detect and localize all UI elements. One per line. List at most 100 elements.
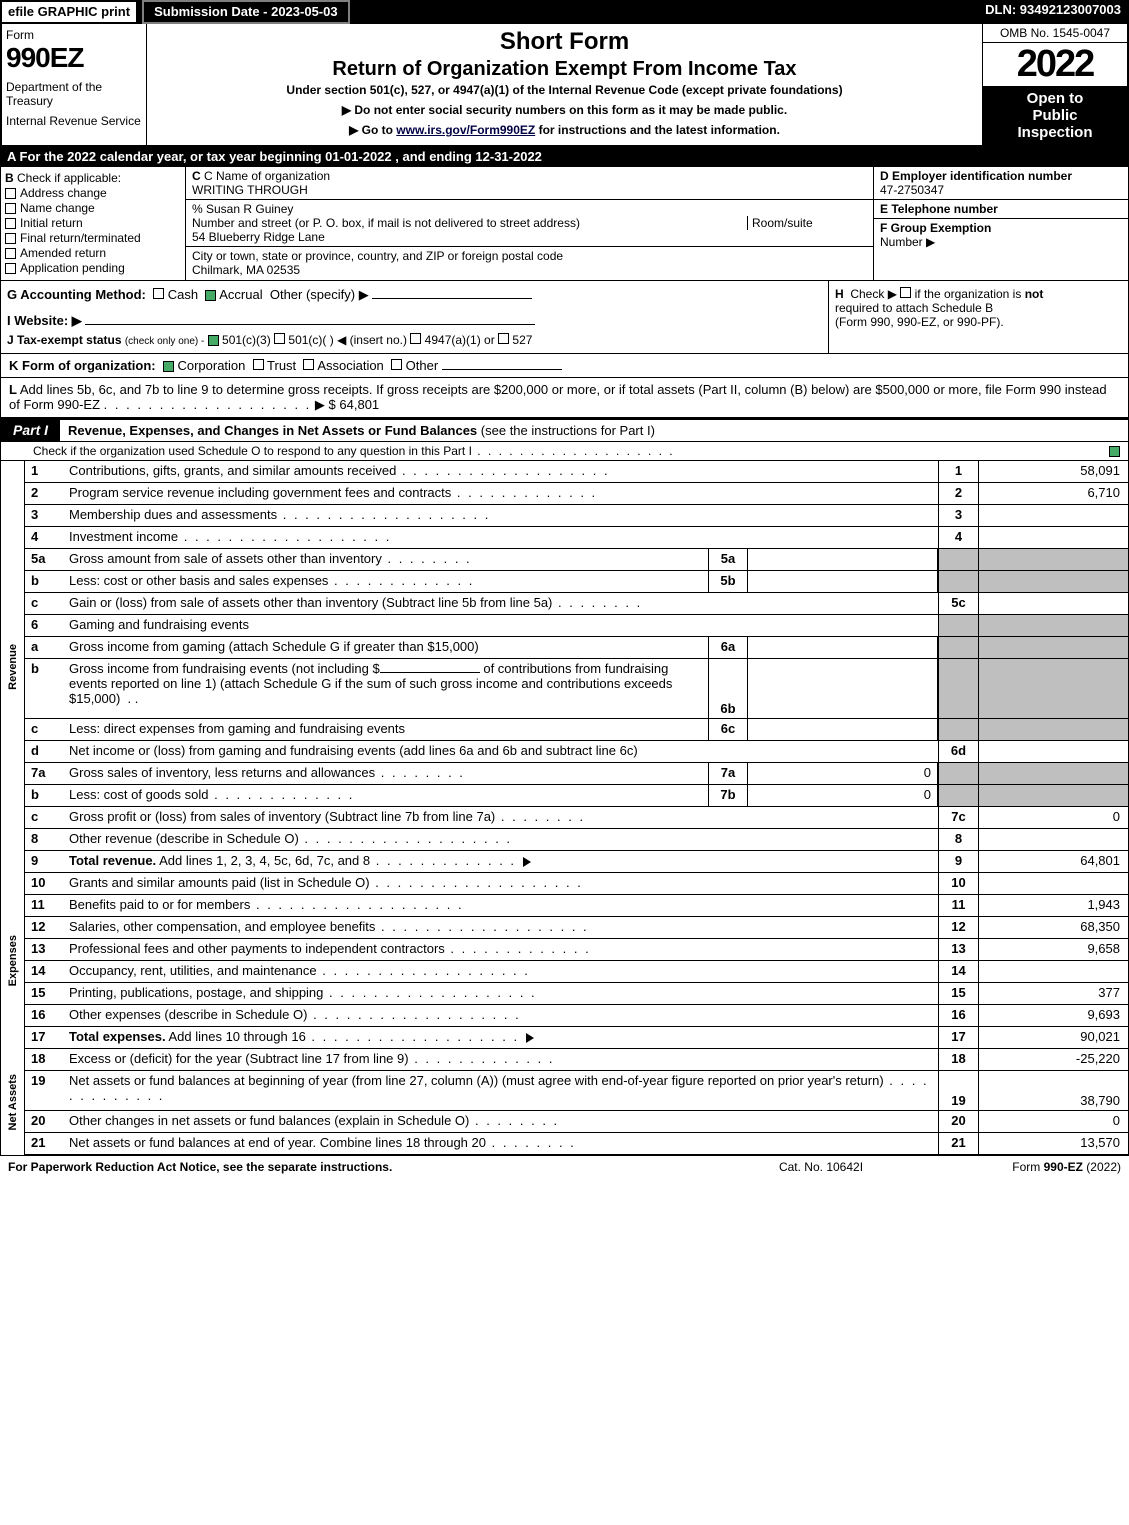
line-5a-num: 5a — [25, 549, 65, 570]
line-11-val: 1,943 — [978, 895, 1128, 916]
chk-4947[interactable] — [410, 333, 421, 344]
revenue-section: Revenue 1Contributions, gifts, grants, a… — [0, 461, 1129, 873]
block-bcdef: B Check if applicable: Address change Na… — [0, 167, 1129, 281]
line-6c-sv — [748, 719, 938, 740]
chk-amended-return[interactable] — [5, 248, 16, 259]
line-6-desc: Gaming and fundraising events — [65, 615, 938, 636]
expenses-section: Expenses 10Grants and similar amounts pa… — [0, 873, 1129, 1049]
chk-cash[interactable] — [153, 288, 164, 299]
dept-treasury: Department of the Treasury — [6, 80, 142, 108]
line-7a-sv: 0 — [748, 763, 938, 784]
line-7c-nc: 7c — [938, 807, 978, 828]
line-17-nc: 17 — [938, 1027, 978, 1048]
street-address: 54 Blueberry Ridge Lane — [192, 230, 867, 244]
line-5b-sn: 5b — [708, 571, 748, 592]
chk-schedule-b[interactable] — [900, 287, 911, 298]
chk-application-pending[interactable] — [5, 263, 16, 274]
line-21-val: 13,570 — [978, 1133, 1128, 1154]
website-input[interactable] — [85, 324, 535, 325]
opt-527: 527 — [512, 333, 532, 347]
opt-accrual: Accrual — [219, 287, 262, 302]
line-19-val: 38,790 — [978, 1071, 1128, 1110]
line-7c-desc: Gross profit or (loss) from sales of inv… — [65, 807, 938, 828]
line-11-num: 11 — [25, 895, 65, 916]
chk-final-return[interactable] — [5, 233, 16, 244]
chk-name-change[interactable] — [5, 203, 16, 214]
line-13-val: 9,658 — [978, 939, 1128, 960]
line-17-val: 90,021 — [978, 1027, 1128, 1048]
opt-4947: 4947(a)(1) or — [425, 333, 495, 347]
line-14-val — [978, 961, 1128, 982]
chk-schedule-o[interactable] — [1109, 446, 1120, 457]
line-12-nc: 12 — [938, 917, 978, 938]
line-5b-num: b — [25, 571, 65, 592]
line-20-desc: Other changes in net assets or fund bala… — [65, 1111, 938, 1132]
line-6b-desc: Gross income from fundraising events (no… — [65, 659, 708, 718]
line-21-num: 21 — [25, 1133, 65, 1154]
line-16-nc: 16 — [938, 1005, 978, 1026]
line-10-num: 10 — [25, 873, 65, 894]
chk-corporation[interactable] — [163, 361, 174, 372]
chk-other-org[interactable] — [391, 359, 402, 370]
chk-accrual[interactable] — [205, 290, 216, 301]
line-18-nc: 18 — [938, 1049, 978, 1070]
chk-trust[interactable] — [253, 359, 264, 370]
chk-initial-return[interactable] — [5, 218, 16, 229]
line-14-num: 14 — [25, 961, 65, 982]
line-6c-num: c — [25, 719, 65, 740]
line-6c-sn: 6c — [708, 719, 748, 740]
row-k-label: K Form of organization: — [9, 358, 156, 373]
line-6a-num: a — [25, 637, 65, 658]
dln-label: DLN: 93492123007003 — [977, 0, 1129, 24]
line-6b-num: b — [25, 659, 65, 718]
line-21-nc: 21 — [938, 1133, 978, 1154]
line-4-nc: 4 — [938, 527, 978, 548]
other-org-input[interactable] — [442, 369, 562, 370]
line-5a-sn: 5a — [708, 549, 748, 570]
row-l-label: L — [9, 382, 17, 397]
check-applicable-label: Check if applicable: — [17, 171, 121, 185]
line-20-val: 0 — [978, 1111, 1128, 1132]
chk-527[interactable] — [498, 333, 509, 344]
footer-left: For Paperwork Reduction Act Notice, see … — [8, 1160, 721, 1174]
section-b-label: B — [5, 171, 14, 185]
expenses-side-label: Expenses — [5, 931, 21, 990]
chk-address-change[interactable] — [5, 188, 16, 199]
line-7c-val: 0 — [978, 807, 1128, 828]
row-h-text4: (Form 990, 990-EZ, or 990-PF). — [835, 315, 1004, 329]
open-public-badge: Open to Public Inspection — [983, 86, 1127, 145]
line-14-desc: Occupancy, rent, utilities, and maintena… — [65, 961, 938, 982]
opt-other-org: Other — [406, 358, 439, 373]
line-9-desc: Total revenue. Add lines 1, 2, 3, 4, 5c,… — [65, 851, 938, 872]
chk-501c[interactable] — [274, 333, 285, 344]
line-5a-sv — [748, 549, 938, 570]
chk-501c3[interactable] — [208, 335, 219, 346]
schedule-o-text: Check if the organization used Schedule … — [33, 444, 1090, 458]
opt-cash: Cash — [168, 287, 198, 302]
section-e-label: E Telephone number — [880, 202, 1122, 216]
short-form-title: Short Form — [151, 28, 978, 56]
other-specify-input[interactable] — [372, 298, 532, 299]
line-15-nc: 15 — [938, 983, 978, 1004]
revenue-side-label: Revenue — [5, 640, 21, 694]
footer-right: Form 990-EZ (2022) — [921, 1160, 1121, 1174]
line-15-desc: Printing, publications, postage, and shi… — [65, 983, 938, 1004]
form-header: Form 990EZ Department of the Treasury In… — [0, 24, 1129, 147]
netassets-side-label: Net Assets — [5, 1070, 21, 1134]
row-h-text2: if the organization is — [915, 287, 1022, 301]
row-l-arrow: ▶ — [315, 397, 325, 412]
city-label: City or town, state or province, country… — [192, 249, 867, 263]
form-number: 990EZ — [6, 42, 142, 74]
line-1-desc: Contributions, gifts, grants, and simila… — [65, 461, 938, 482]
line-6d-desc: Net income or (loss) from gaming and fun… — [65, 741, 938, 762]
part1-title: Revenue, Expenses, and Changes in Net As… — [68, 423, 477, 438]
row-a-tax-year: A For the 2022 calendar year, or tax yea… — [0, 147, 1129, 167]
irs-link[interactable]: www.irs.gov/Form990EZ — [396, 123, 535, 137]
form-label: Form — [6, 28, 142, 42]
line-6a-sv — [748, 637, 938, 658]
line-6b-blank[interactable] — [380, 672, 480, 673]
row-l-amount: $ 64,801 — [329, 397, 380, 412]
part1-header: Part I Revenue, Expenses, and Changes in… — [0, 418, 1129, 442]
line-18-num: 18 — [25, 1049, 65, 1070]
chk-association[interactable] — [303, 359, 314, 370]
